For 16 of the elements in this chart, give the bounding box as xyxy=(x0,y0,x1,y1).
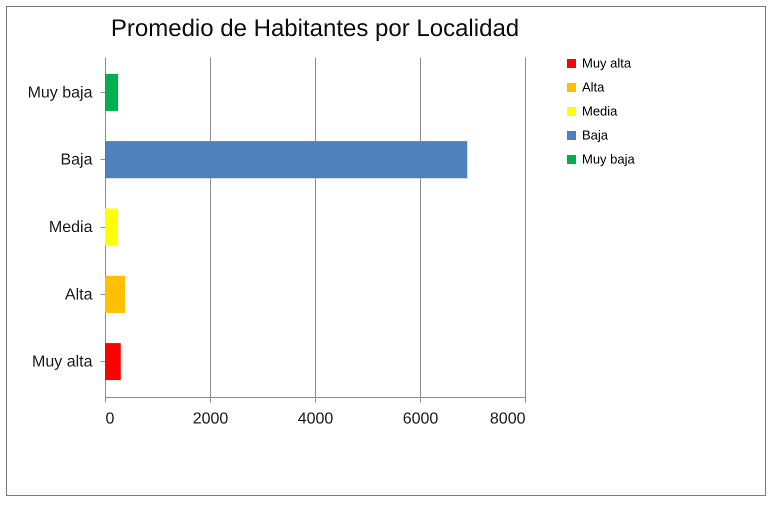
y-tick-label: Alta xyxy=(64,286,93,304)
y-tick-label: Muy alta xyxy=(32,354,93,371)
x-tick-label: 6000 xyxy=(402,410,438,428)
x-tick-label: 8000 xyxy=(490,410,526,428)
x-tick-label: 4000 xyxy=(298,410,334,428)
legend-label: Baja xyxy=(582,128,609,142)
legend-label: Muy alta xyxy=(582,56,632,70)
y-tick-label: Media xyxy=(48,219,93,236)
legend-label: Media xyxy=(582,104,618,118)
y-tick-label: Baja xyxy=(60,152,93,169)
legend-label: Alta xyxy=(582,80,606,94)
y-tick-label: Muy baja xyxy=(28,84,93,102)
legend-label: Muy baja xyxy=(582,152,636,166)
x-tick-label: 2000 xyxy=(192,410,228,428)
chart-title: Promedio de Habitantes por Localidad xyxy=(110,15,520,42)
x-tick-label: 0 xyxy=(106,410,114,428)
